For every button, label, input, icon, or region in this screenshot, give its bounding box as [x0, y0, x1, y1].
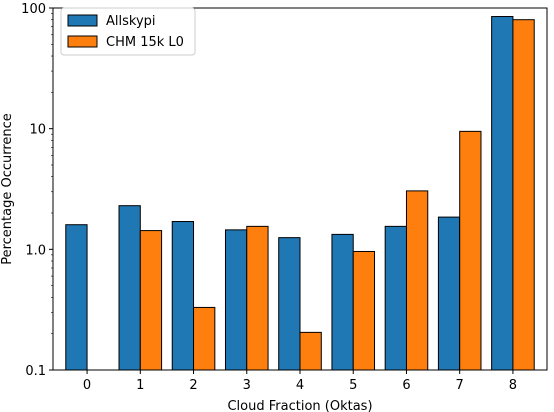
bar-chm-5 — [352, 250, 376, 371]
plot-frame — [52, 7, 548, 371]
legend-label-chm: CHM 15k L0 — [106, 35, 184, 50]
bar-chm-7 — [459, 130, 482, 371]
y-tick-label: 1.0 — [25, 243, 46, 258]
x-tick-label-3: 3 — [243, 378, 251, 393]
y-tick-label: 10 — [29, 123, 46, 138]
x-axis-ticks: 0 1 2 3 4 5 6 7 8 — [83, 370, 517, 393]
bar-chm-2 — [193, 306, 216, 371]
x-tick-label-2: 2 — [189, 378, 197, 393]
bar-chm-3 — [246, 225, 269, 371]
bar-chm-6 — [405, 190, 429, 371]
legend-label-allskypi: Allskypi — [106, 14, 156, 29]
x-tick-label-4: 4 — [296, 378, 304, 393]
y-axis-label: Percentage Occurrence — [0, 113, 15, 265]
bar-chm-8 — [512, 19, 535, 371]
x-tick-label-1: 1 — [136, 378, 144, 393]
bar-allskypi-3 — [224, 229, 248, 371]
legend-swatch-allskypi — [67, 14, 98, 27]
bar-allskypi-1 — [118, 205, 141, 371]
x-axis-label: Cloud Fraction (Oktas) — [227, 399, 372, 412]
bars-group — [65, 16, 535, 371]
bar-allskypi-0 — [65, 224, 88, 371]
y-tick-label: 100 — [21, 2, 46, 17]
x-tick-label-7: 7 — [456, 378, 464, 393]
x-tick-label-8: 8 — [509, 378, 517, 393]
y-axis-ticks: 0.1 1.0 10 100 — [21, 2, 53, 379]
bar-allskypi-8 — [491, 16, 514, 371]
x-tick-label-5: 5 — [349, 378, 357, 393]
y-tick-label: 0.1 — [25, 364, 46, 379]
bar-allskypi-2 — [171, 221, 195, 371]
legend-swatch-chm — [67, 35, 98, 48]
x-tick-label-0: 0 — [83, 378, 91, 393]
bar-allskypi-4 — [278, 237, 301, 371]
legend: Allskypi CHM 15k L0 — [60, 7, 196, 56]
bar-chm-4 — [299, 331, 322, 371]
x-tick-label-6: 6 — [402, 378, 410, 393]
bar-allskypi-7 — [437, 216, 461, 371]
bar-chm-1 — [139, 230, 163, 371]
bar-allskypi-5 — [331, 233, 354, 371]
bar-allskypi-6 — [384, 225, 407, 371]
